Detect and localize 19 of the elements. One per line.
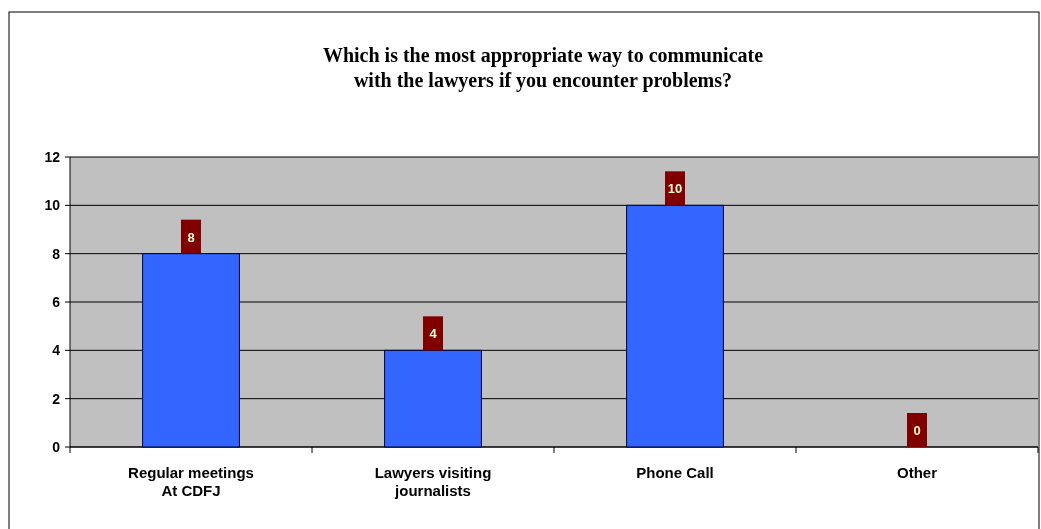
y-tick-label: 12 (44, 149, 61, 165)
y-tick-label: 4 (52, 342, 61, 359)
y-tick-label: 10 (44, 197, 61, 214)
data-label: 4 (429, 326, 438, 342)
chart-title: Which is the most appropriate way to communicate with the lawyers if you encounter problems? (322, 44, 764, 92)
x-tick-label: Phone Call (636, 464, 714, 481)
y-tick-label: 0 (52, 439, 61, 455)
data-label: 8 (187, 229, 195, 245)
bar (142, 253, 240, 448)
x-tick-label: Other (896, 464, 938, 481)
x-tick-label: Lawyers visiting journalists (374, 464, 492, 499)
bar (626, 204, 724, 448)
data-label: 0 (913, 423, 921, 438)
bar (384, 349, 482, 448)
data-label: 10 (667, 181, 683, 197)
y-tick-label: 6 (52, 294, 61, 310)
x-tick-label: Regular meetings At CDFJ (128, 464, 254, 499)
y-tick-label: 8 (52, 245, 61, 262)
y-tick-label: 2 (52, 390, 61, 407)
